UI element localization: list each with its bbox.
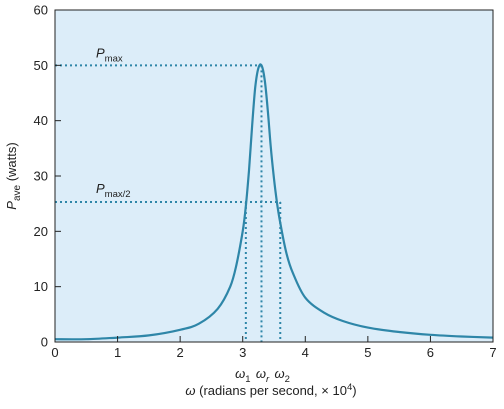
y-tick-label: 20 — [34, 224, 48, 239]
y-tick-label: 30 — [34, 169, 48, 184]
reference-lines — [55, 64, 282, 342]
x-tick-label: 3 — [239, 345, 246, 360]
omega2-label: ω2 — [275, 366, 290, 385]
omega-r-label-main: ω — [256, 366, 266, 381]
omega2-label-sub: 2 — [285, 374, 290, 385]
omega1-label: ω1 — [235, 366, 250, 385]
y-tick-label: 50 — [34, 58, 48, 73]
omega1-label-main: ω — [235, 366, 245, 381]
x-axis-title: ω (radians per second, × 104) — [185, 382, 356, 398]
pmax-half-label: Pmax/2 — [96, 181, 131, 200]
omega-r-label-sub: r — [266, 374, 270, 385]
omega-r-label: ωr — [256, 366, 270, 385]
pmax-half-label-main: P — [96, 181, 105, 196]
x-tick-label: 1 — [114, 345, 121, 360]
y-tick-label: 0 — [41, 335, 48, 350]
y-axis-ticks: 0 10 20 30 40 50 60 — [34, 3, 61, 350]
pmax-half-label-sub: max/2 — [105, 189, 131, 200]
y-tick-label: 60 — [34, 3, 48, 18]
x-tick-label: 0 — [51, 345, 58, 360]
x-axis-exponent: 4 — [347, 382, 352, 393]
y-axis-title: Pave (watts) — [4, 142, 23, 209]
x-axis-symbol: ω — [185, 383, 195, 398]
power-curve — [54, 63, 494, 341]
x-tick-label: 6 — [427, 345, 434, 360]
x-tick-label: 4 — [302, 345, 309, 360]
omega2-label-main: ω — [275, 366, 285, 381]
pmax-label-main: P — [96, 45, 105, 60]
x-tick-label: 2 — [177, 345, 184, 360]
y-axis-symbol: P — [4, 201, 19, 210]
y-axis-subscript: ave — [12, 184, 23, 201]
y-tick-label: 10 — [34, 279, 48, 294]
x-axis-close: ) — [352, 383, 356, 398]
x-tick-label: 5 — [364, 345, 371, 360]
omega1-label-sub: 1 — [245, 374, 250, 385]
pmax-label-sub: max — [105, 53, 123, 64]
x-tick-label: 7 — [489, 345, 496, 360]
x-axis-ticks: 0 1 2 3 4 5 6 7 — [51, 336, 497, 360]
pmax-label: Pmax — [96, 45, 123, 64]
y-axis-text: (watts) — [4, 142, 19, 185]
y-tick-label: 40 — [34, 113, 48, 128]
x-axis-text: (radians per second, × 10 — [196, 383, 347, 398]
